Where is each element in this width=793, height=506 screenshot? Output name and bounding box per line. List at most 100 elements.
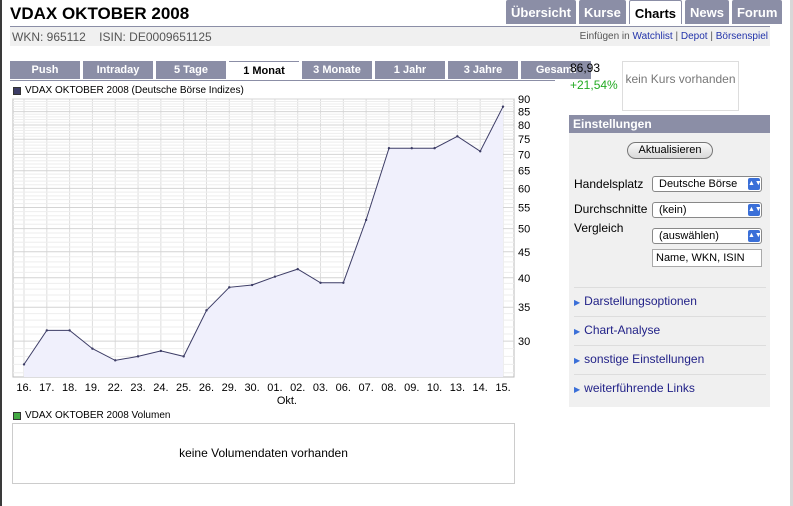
y-tick-label: 55: [518, 203, 530, 215]
triangle-right-icon: ▶: [574, 385, 581, 394]
x-tick-label: 22.: [108, 382, 123, 394]
x-tick-label: 01.: [267, 382, 282, 394]
quote-change: +21,54%: [570, 78, 618, 92]
data-point: [319, 281, 322, 284]
data-point: [22, 363, 26, 366]
data-point: [433, 146, 436, 150]
data-point: [159, 349, 163, 353]
data-point: [91, 347, 94, 350]
watchlist-link[interactable]: Watchlist: [632, 31, 673, 42]
select-arrow-icon: ▲▼: [748, 178, 761, 190]
y-tick-label: 45: [518, 247, 530, 259]
range-tab-3-monate[interactable]: 3 Monate: [302, 61, 372, 79]
security-ids: WKN: 965112 ISIN: DE0009651125: [12, 30, 212, 44]
x-tick-label: 26.: [199, 382, 214, 394]
data-point: [456, 135, 459, 138]
tab-charts[interactable]: Charts: [628, 0, 683, 24]
range-tab-gesamt[interactable]: Gesamt: [521, 61, 591, 79]
y-tick-label: 75: [518, 134, 530, 146]
chart-legend: VDAX OKTOBER 2008 (Deutsche Börse Indize…: [13, 85, 244, 96]
data-point: [182, 355, 185, 358]
link-chart-analyse[interactable]: ▶ Chart-Analyse: [574, 316, 766, 344]
volume-legend-swatch: [13, 411, 21, 420]
vergleich-select[interactable]: (auswählen) ▲▼: [652, 228, 762, 244]
depot-link[interactable]: Depot: [680, 31, 708, 42]
series-area: [24, 106, 503, 377]
y-tick-label: 30: [518, 336, 530, 348]
handelsplatz-value: Deutsche Börse: [659, 178, 738, 190]
data-point: [136, 355, 140, 358]
isin-text: ISIN: DE0009651125: [99, 30, 212, 44]
durchschnitte-value: (kein): [659, 204, 687, 216]
range-tab-5-tage[interactable]: 5 Tage: [156, 61, 226, 79]
x-month-label: Okt.: [277, 395, 297, 407]
no-price-box: kein Kurs vorhanden: [622, 61, 739, 111]
quote-price: 86,93: [570, 61, 601, 75]
x-tick-label: 14.: [473, 382, 488, 394]
series-line: [23, 106, 504, 365]
link-weiterfuehrende-links[interactable]: ▶ weiterführende Links: [574, 374, 766, 402]
y-tick-label: 80: [518, 120, 530, 132]
volume-legend-label: VDAX OKTOBER 2008 Volumen: [25, 410, 171, 421]
legend-swatch: [13, 86, 21, 95]
range-tab-1-monat[interactable]: 1 Monat: [229, 61, 299, 79]
x-tick-label: 16.: [16, 382, 31, 394]
range-tab-1-jahr[interactable]: 1 Jahr: [375, 61, 445, 79]
boersenspiel-link[interactable]: Börsenspiel: [715, 31, 768, 42]
left-window-edge: [0, 0, 2, 506]
x-tick-label: 17.: [39, 382, 54, 394]
y-tick-label: 60: [518, 183, 530, 195]
tab-news[interactable]: News: [685, 0, 729, 24]
data-point: [68, 329, 71, 332]
x-tick-label: 30.: [244, 382, 259, 394]
tab-forum[interactable]: Forum: [731, 0, 783, 24]
y-tick-label: 70: [518, 149, 530, 161]
x-tick-label: 09.: [404, 382, 419, 394]
x-tick-label: 03.: [313, 382, 328, 394]
volume-message: keine Volumendaten vorhanden: [179, 446, 348, 460]
right-window-edge: [790, 0, 793, 506]
link-label: Darstellungsoptionen: [584, 294, 697, 308]
y-tick-label: 50: [518, 224, 530, 236]
x-tick-label: 23.: [130, 382, 145, 394]
handelsplatz-select[interactable]: Deutsche Börse ▲▼: [652, 176, 762, 192]
refresh-button[interactable]: Aktualisieren: [627, 142, 713, 159]
link-darstellungsoptionen[interactable]: ▶ Darstellungsoptionen: [574, 287, 766, 315]
x-tick-label: 15.: [495, 382, 510, 394]
insert-prefix: Einfügen in: [579, 31, 630, 42]
data-point: [296, 267, 299, 271]
separator: |: [710, 31, 713, 42]
x-tick-label: 08.: [381, 382, 396, 394]
tab-kurse[interactable]: Kurse: [578, 0, 626, 24]
y-tick-label: 85: [518, 107, 530, 119]
triangle-right-icon: ▶: [574, 298, 581, 307]
chart-frame: [10, 80, 555, 410]
tab-übersicht[interactable]: Übersicht: [506, 0, 576, 24]
range-tab-intraday[interactable]: Intraday: [83, 61, 153, 79]
handelsplatz-label: Handelsplatz: [574, 177, 644, 191]
range-tab-3-jahre[interactable]: 3 Jahre: [448, 61, 518, 79]
link-label: sonstige Einstellungen: [584, 352, 705, 366]
data-point: [387, 146, 391, 150]
x-tick-label: 10.: [427, 382, 442, 394]
data-point: [250, 283, 254, 287]
durchschnitte-label: Durchschnitte: [574, 202, 648, 216]
y-tick-label: 90: [518, 94, 530, 106]
durchschnitte-select[interactable]: (kein) ▲▼: [652, 202, 762, 218]
x-tick-label: 18.: [62, 382, 77, 394]
compare-search-input[interactable]: Name, WKN, ISIN: [652, 249, 762, 267]
volume-legend: VDAX OKTOBER 2008 Volumen: [13, 410, 170, 421]
select-arrow-icon: ▲▼: [748, 230, 761, 242]
data-point: [228, 286, 231, 289]
x-tick-label: 06.: [336, 382, 351, 394]
range-tab-push[interactable]: Push: [10, 61, 80, 79]
wkn-text: WKN: 965112: [12, 30, 86, 44]
vergleich-label: Vergleich: [574, 221, 624, 235]
x-tick-label: 29.: [222, 382, 237, 394]
link-label: weiterführende Links: [584, 381, 695, 395]
data-point: [342, 281, 345, 284]
x-tick-label: 24.: [153, 382, 168, 394]
data-point: [114, 359, 117, 362]
link-sonstige-einstellungen[interactable]: ▶ sonstige Einstellungen: [574, 345, 766, 373]
